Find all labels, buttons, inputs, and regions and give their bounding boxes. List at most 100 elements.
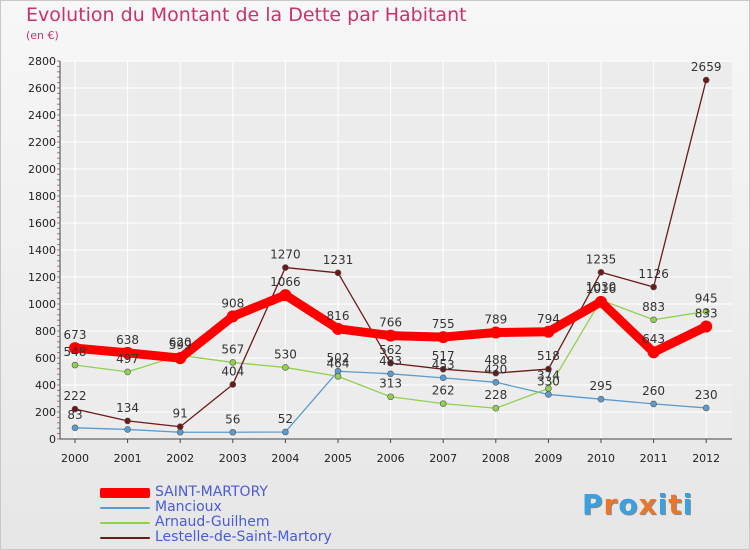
y-tick-label: 0 — [49, 433, 56, 446]
x-tick-label: 2001 — [114, 452, 142, 465]
data-label: 134 — [116, 401, 139, 415]
data-point — [595, 295, 607, 308]
data-point — [174, 352, 187, 365]
data-point — [702, 404, 710, 412]
data-point — [489, 326, 502, 339]
data-point — [124, 417, 131, 425]
data-point — [492, 369, 500, 377]
data-label: 673 — [64, 328, 87, 342]
x-tick-label: 2008 — [482, 452, 510, 465]
data-point — [71, 424, 79, 432]
y-tick-label: 400 — [35, 379, 56, 392]
x-tick-label: 2009 — [534, 452, 562, 465]
data-label: 789 — [484, 312, 507, 326]
data-label: 766 — [379, 316, 402, 330]
y-tick-label: 1000 — [28, 298, 56, 311]
data-point — [176, 423, 184, 431]
data-point — [700, 320, 713, 333]
data-label: 483 — [379, 354, 402, 368]
data-point — [650, 400, 657, 408]
data-label: 374 — [537, 369, 560, 383]
legend-swatch — [100, 537, 150, 539]
y-tick-label: 1800 — [28, 190, 56, 203]
legend-swatch — [100, 507, 150, 509]
data-label: 1066 — [270, 275, 301, 289]
data-label: 945 — [695, 291, 718, 305]
data-label: 643 — [642, 332, 665, 346]
data-label: 56 — [225, 412, 240, 426]
data-point — [492, 378, 500, 386]
data-label: 517 — [432, 349, 455, 363]
y-tick-label: 1400 — [28, 244, 56, 257]
data-label: 262 — [432, 384, 455, 398]
proxiti-logo: Proxiti — [582, 488, 694, 521]
data-point — [597, 268, 605, 276]
data-label: 1270 — [270, 248, 301, 262]
data-label: 908 — [221, 296, 244, 310]
data-label: 260 — [642, 384, 665, 398]
data-point — [279, 289, 292, 302]
legend-item-mancioux: Mancioux — [100, 500, 400, 515]
data-point — [387, 370, 394, 378]
data-label: 502 — [327, 351, 350, 365]
y-tick-label: 800 — [35, 325, 56, 338]
data-label: 330 — [537, 374, 560, 388]
data-point — [282, 428, 289, 436]
x-tick-label: 2005 — [324, 452, 352, 465]
legend-label: Mancioux — [155, 499, 222, 515]
data-point — [702, 76, 710, 84]
data-point — [545, 391, 552, 398]
legend-item-arnaud-guilhem: Arnaud-Guilhem — [100, 515, 400, 530]
data-point — [542, 325, 555, 338]
data-point — [387, 393, 394, 401]
chart-title: Evolution du Montant de la Dette par Hab… — [26, 4, 467, 26]
data-point — [71, 405, 79, 413]
y-tick-label: 2200 — [28, 136, 56, 149]
legend-item-lestelle: Lestelle-de-Saint-Martory — [100, 530, 400, 545]
data-label: 404 — [221, 364, 244, 378]
data-point — [334, 269, 342, 277]
data-label: 488 — [484, 353, 507, 367]
data-label: 620 — [169, 335, 192, 349]
x-tick-label: 2002 — [166, 452, 194, 465]
y-tick-label: 1200 — [28, 271, 56, 284]
legend-swatch — [100, 522, 150, 524]
data-label: 52 — [278, 412, 293, 426]
data-label: 1016 — [586, 282, 617, 296]
data-point — [229, 428, 237, 436]
data-point — [702, 308, 710, 315]
data-point — [282, 264, 289, 271]
y-tick-label: 200 — [35, 406, 56, 419]
y-tick-label: 2800 — [28, 55, 56, 68]
data-label: 222 — [64, 389, 87, 403]
data-point — [647, 346, 660, 359]
x-tick-label: 2000 — [61, 452, 89, 465]
data-point — [387, 359, 394, 367]
chart-subtitle: (en €) — [26, 29, 59, 42]
legend-label: SAINT-MARTORY — [155, 484, 268, 500]
data-point — [439, 374, 447, 382]
y-tick-label: 2600 — [28, 82, 56, 95]
data-point — [650, 316, 657, 324]
data-label: 420 — [484, 362, 507, 376]
data-label: 883 — [642, 300, 665, 314]
data-label: 83 — [67, 408, 82, 422]
data-label: 228 — [484, 388, 507, 402]
legend: SAINT-MARTORY Mancioux Arnaud-Guilhem Le… — [100, 485, 400, 545]
data-label: 313 — [379, 377, 402, 391]
data-point — [226, 310, 239, 323]
legend-label: Arnaud-Guilhem — [155, 514, 270, 530]
data-point — [545, 385, 552, 392]
data-point — [437, 331, 450, 344]
data-label: 91 — [173, 407, 188, 421]
data-label: 464 — [327, 356, 350, 370]
legend-label: Lestelle-de-Saint-Martory — [155, 529, 332, 545]
data-point — [545, 365, 552, 373]
data-point — [384, 329, 397, 342]
data-label: 794 — [537, 312, 560, 326]
x-tick-label: 2010 — [587, 452, 615, 465]
data-point — [69, 342, 81, 355]
x-tick-label: 2012 — [692, 452, 720, 465]
data-label: 599 — [169, 338, 192, 352]
